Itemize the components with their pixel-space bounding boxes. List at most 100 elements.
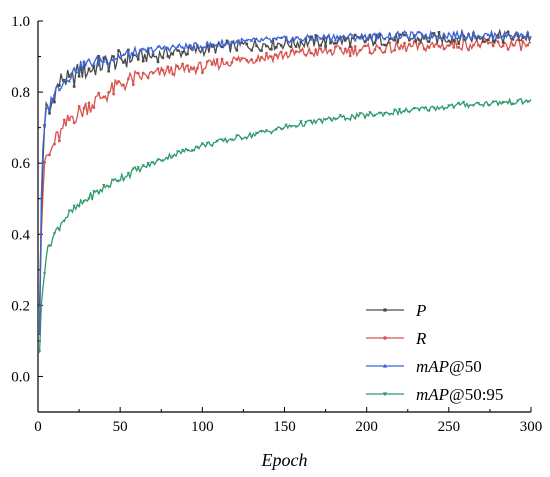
data-point (442, 108, 446, 112)
data-point (190, 149, 195, 153)
data-point (254, 131, 259, 135)
data-point (289, 125, 293, 129)
data-point (363, 44, 367, 48)
data-point (501, 34, 505, 38)
data-point (378, 111, 382, 115)
data-point (378, 31, 382, 35)
data-point (314, 38, 318, 42)
data-point (269, 55, 273, 59)
data-point (126, 77, 130, 81)
data-point (240, 137, 244, 141)
data-point (501, 100, 505, 104)
data-point (57, 139, 61, 143)
data-point (368, 111, 372, 115)
data-point (373, 32, 377, 36)
data-point (82, 199, 86, 203)
data-point (437, 107, 441, 111)
data-point (151, 53, 155, 57)
legend-label: P (415, 301, 426, 320)
data-point (112, 55, 115, 58)
data-point (348, 45, 352, 48)
data-point (289, 38, 293, 42)
data-point (452, 106, 456, 110)
data-point (309, 35, 313, 39)
y-tick-label: 0.6 (11, 156, 30, 172)
data-point (269, 39, 273, 43)
data-point (388, 37, 391, 41)
data-point (358, 36, 362, 40)
data-point (363, 116, 367, 120)
data-point (491, 100, 495, 104)
data-point (442, 31, 446, 35)
legend-marker (383, 308, 387, 312)
data-point (200, 142, 204, 146)
data-point (259, 130, 264, 134)
y-tick-label: 0.2 (11, 298, 30, 314)
data-point (97, 192, 101, 196)
data-point (220, 138, 224, 142)
data-point (334, 41, 337, 45)
data-point (72, 121, 76, 125)
data-point (156, 60, 160, 64)
data-point (373, 114, 377, 118)
data-point (417, 30, 421, 34)
data-point (181, 62, 185, 66)
data-point (368, 51, 372, 55)
data-point (338, 34, 342, 38)
data-point (486, 33, 490, 37)
y-tick-label: 1.0 (11, 14, 30, 30)
data-point (235, 134, 239, 138)
data-point (136, 71, 140, 75)
data-point (516, 34, 520, 37)
data-point (82, 106, 86, 110)
data-point (412, 107, 416, 111)
data-point (62, 78, 66, 82)
data-point (521, 33, 525, 37)
data-point (437, 36, 441, 40)
data-point (343, 47, 347, 51)
data-point (181, 45, 185, 49)
data-point (269, 131, 273, 135)
data-point (254, 37, 259, 41)
data-point (338, 46, 342, 50)
data-point (398, 33, 401, 36)
data-point (131, 167, 135, 171)
data-point (403, 33, 406, 37)
data-point (476, 34, 481, 38)
data-point (279, 36, 283, 40)
data-point (131, 83, 135, 87)
data-point (279, 50, 283, 54)
data-point (200, 47, 204, 51)
data-point (452, 39, 456, 43)
data-point (235, 39, 239, 43)
data-point (161, 68, 165, 72)
y-tick-label: 0.0 (11, 369, 30, 385)
data-point (92, 65, 96, 68)
data-point (427, 109, 431, 113)
data-point (328, 117, 333, 121)
data-point (53, 100, 56, 104)
data-point (299, 37, 303, 41)
data-point (309, 51, 313, 55)
data-point (121, 52, 126, 56)
data-point (92, 61, 96, 65)
data-point (122, 83, 125, 87)
data-point (121, 178, 126, 182)
data-point (284, 123, 288, 127)
data-point (373, 48, 377, 52)
data-point (116, 53, 121, 57)
data-point (87, 101, 91, 105)
data-point (146, 49, 150, 52)
data-point (220, 57, 224, 61)
data-point (205, 141, 209, 145)
series-r (38, 37, 532, 325)
data-point (319, 44, 322, 47)
data-point (437, 44, 441, 48)
x-ticks: 0 50 100 150 200 250 300 (34, 407, 542, 435)
data-point (481, 34, 485, 38)
data-point (457, 42, 460, 46)
data-point (383, 112, 387, 116)
data-point (265, 44, 268, 48)
data-point (136, 54, 140, 58)
legend-label: R (415, 329, 427, 348)
